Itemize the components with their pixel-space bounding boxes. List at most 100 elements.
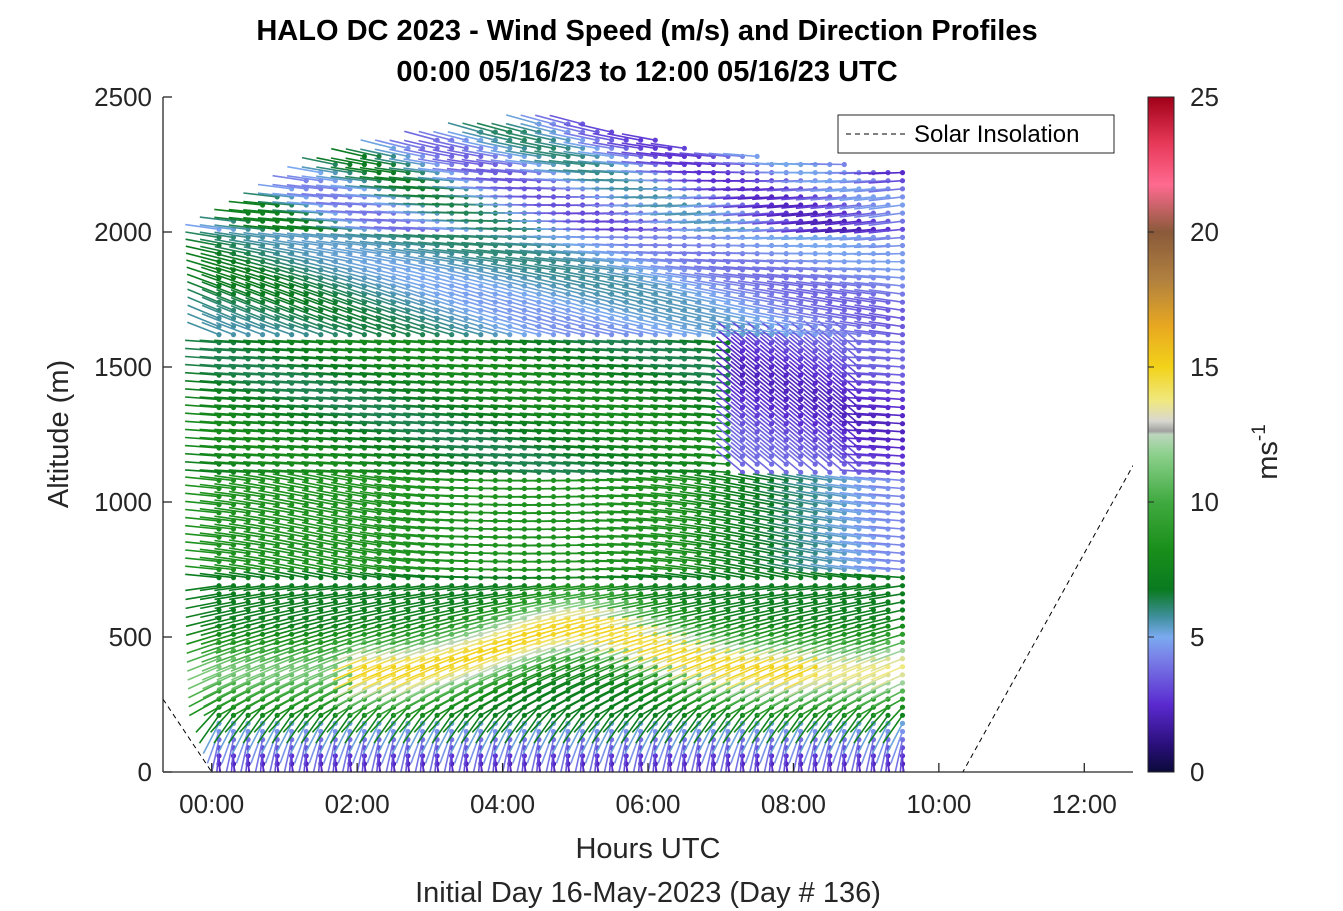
wind-barb <box>304 682 336 699</box>
wind-barb <box>258 497 292 506</box>
wind-barb <box>273 641 307 654</box>
wind-barb-head <box>318 526 324 532</box>
wind-barb <box>302 633 336 645</box>
wind-barb <box>273 274 307 287</box>
wind-barb <box>301 239 336 247</box>
wind-barb-head <box>332 542 338 548</box>
wind-barb <box>259 641 292 654</box>
wind-barb <box>246 682 278 699</box>
wind-barb <box>199 508 234 514</box>
wind-barb-head <box>289 526 295 532</box>
wind-barb <box>301 428 336 433</box>
wind-barb <box>275 682 307 699</box>
wind-barb-head <box>289 291 295 297</box>
wind-barb <box>243 355 278 360</box>
wind-barb <box>287 601 321 610</box>
wind-barb-head <box>303 566 309 573</box>
wind-barb-head <box>434 332 440 338</box>
wind-barb <box>272 444 307 449</box>
wind-barb <box>201 321 234 336</box>
wind-barb <box>303 649 336 663</box>
wind-barb <box>288 314 322 328</box>
wind-barb <box>286 444 321 449</box>
wind-barb <box>258 505 292 514</box>
wind-barb <box>243 209 278 214</box>
wind-barb <box>272 183 307 190</box>
wind-barb <box>244 649 278 663</box>
wind-barb <box>289 723 307 754</box>
wind-barb <box>288 289 322 303</box>
wind-barb-head <box>289 558 295 565</box>
wind-barb <box>244 260 278 271</box>
wind-barb-head <box>230 607 237 613</box>
wind-barb <box>301 570 336 579</box>
wind-barb <box>259 274 292 287</box>
wind-barb <box>259 313 292 328</box>
wind-barb <box>214 593 249 601</box>
wind-barb <box>199 516 234 522</box>
wind-barb <box>244 322 278 336</box>
wind-barb-head <box>405 332 411 338</box>
wind-barb <box>199 524 234 530</box>
wind-barb <box>228 412 263 417</box>
wind-barb <box>214 601 249 610</box>
wind-barb <box>287 554 321 563</box>
wind-barb <box>257 209 292 214</box>
wind-barb-head <box>507 145 513 151</box>
wind-barb <box>272 601 307 610</box>
wind-barb <box>185 584 220 592</box>
wind-barb <box>230 657 263 672</box>
wind-barb <box>185 380 220 384</box>
wind-barb <box>301 562 336 571</box>
wind-barb <box>215 649 249 663</box>
wind-barb <box>257 428 292 433</box>
wind-barb <box>258 260 292 271</box>
wind-barb-head <box>230 332 237 338</box>
wind-barb <box>230 296 263 312</box>
wind-barb <box>301 246 336 255</box>
wind-barb <box>244 617 278 628</box>
wind-barb-head <box>260 591 266 597</box>
wind-barb <box>261 690 293 708</box>
wind-barb <box>244 267 278 279</box>
wind-barb <box>199 231 234 239</box>
wind-barb <box>287 165 321 174</box>
wind-barb <box>272 420 307 425</box>
wind-barb <box>301 505 336 514</box>
wind-barb <box>243 530 278 538</box>
wind-barb-head <box>260 242 266 249</box>
wind-barb <box>273 633 307 645</box>
wind-barb-head <box>405 153 411 159</box>
wind-barb <box>202 723 220 754</box>
wind-barb <box>228 347 263 352</box>
wind-barb <box>201 281 234 295</box>
wind-barb <box>302 617 336 628</box>
wind-barb <box>272 388 307 393</box>
wind-barb <box>186 633 220 645</box>
wind-barb <box>185 420 220 425</box>
wind-barb <box>227 714 249 744</box>
wind-barb <box>185 565 220 571</box>
wind-barb-head <box>594 332 600 338</box>
wind-barb <box>188 682 220 699</box>
wind-barb <box>318 723 337 754</box>
wind-barb <box>302 274 336 287</box>
wind-barb <box>245 665 278 681</box>
wind-barb <box>228 396 263 401</box>
wind-barb <box>199 388 234 393</box>
wind-barb <box>244 625 278 637</box>
wind-barb <box>185 347 220 352</box>
wind-barb <box>258 617 292 628</box>
wind-barb <box>245 657 278 672</box>
wind-barb <box>185 238 220 247</box>
wind-barb <box>185 461 220 465</box>
wind-barb-head <box>318 607 324 613</box>
wind-barb <box>257 388 292 393</box>
wind-barb <box>272 363 307 368</box>
wind-barb-head <box>332 485 338 492</box>
wind-barb-head <box>274 242 280 249</box>
wind-barb <box>246 723 264 754</box>
wind-barb <box>301 380 336 384</box>
wind-barb <box>272 609 307 619</box>
